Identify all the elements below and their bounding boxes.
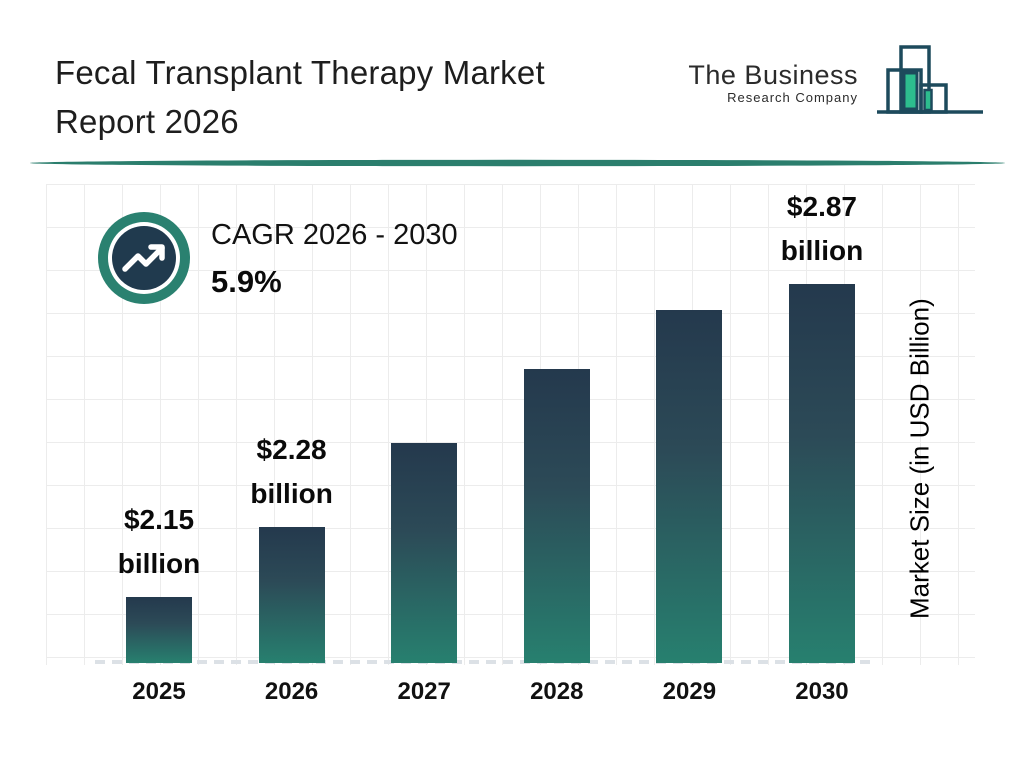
bar-skyline-logo-icon xyxy=(877,45,983,114)
x-axis-label-2026: 2026 xyxy=(264,678,319,705)
page-title-line1: Fecal Transplant Therapy Market xyxy=(55,54,545,91)
logo-name-line2: Research Company xyxy=(727,90,858,105)
company-logo: The Business Research Company xyxy=(688,38,986,130)
bar-2025 xyxy=(126,597,192,663)
x-axis-label-2029: 2029 xyxy=(662,678,717,705)
bar-column-2029: 2029 xyxy=(629,185,749,705)
bar-column-2027: 2027 xyxy=(364,185,484,705)
page-title-line2: Report 2026 xyxy=(55,103,239,140)
bar-2029 xyxy=(656,310,723,663)
bar-column-2026: $2.28 billion 2026 xyxy=(232,185,352,705)
bars-root: $2.15 billion 2025 $2.28 billion 2026 2027 2028… xyxy=(99,185,882,705)
bar-2026 xyxy=(258,526,325,663)
company-logo-text: The Business Research Company xyxy=(688,60,858,106)
bar-2028 xyxy=(523,369,590,663)
bar-value-label-2030: $2.87 billion xyxy=(780,191,864,266)
axis-baseline-dashed xyxy=(95,660,872,664)
page-title: Fecal Transplant Therapy Market Report 2… xyxy=(55,48,545,146)
cagr-period-label: CAGR 2026 - 2030 xyxy=(211,219,458,251)
x-axis-label-2025: 2025 xyxy=(132,678,186,705)
bar-2027 xyxy=(391,443,458,663)
cagr-value: 5.9% xyxy=(211,264,282,299)
y-axis-label: Market Size (in USD Billion) xyxy=(904,298,935,620)
x-axis-label-2030: 2030 xyxy=(795,678,849,705)
bar-column-2028: 2028 xyxy=(497,185,617,705)
x-axis-label-2027: 2027 xyxy=(397,678,451,705)
bar-value-label-2026: $2.28 billion xyxy=(250,433,333,509)
bar-column-2025: $2.15 billion 2025 xyxy=(99,185,219,705)
x-axis-label-2028: 2028 xyxy=(530,678,584,705)
divider-lens xyxy=(30,159,1005,167)
logo-name-line1: The Business xyxy=(688,60,858,90)
trend-up-icon xyxy=(98,212,190,304)
bar-2030 xyxy=(788,284,855,663)
bar-column-2030: $2.87 billion 2030 xyxy=(762,185,882,705)
bar-value-label-2025: $2.15 billion xyxy=(117,504,201,580)
